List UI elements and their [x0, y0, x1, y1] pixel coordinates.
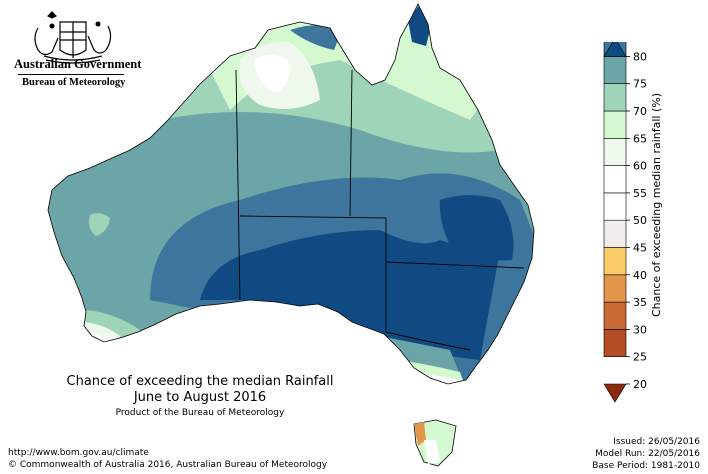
- issued-date: Issued: 26/05/2016: [613, 437, 700, 447]
- legend-bin: [603, 83, 627, 112]
- agency-name: Australian Government: [14, 57, 142, 71]
- legend-bin: [603, 165, 627, 194]
- footer-right: Issued: 26/05/2016 Model Run: 22/05/2016…: [592, 436, 700, 472]
- state-borders: [235, 69, 525, 351]
- map-title: Chance of exceeding the median Rainfall: [66, 374, 334, 389]
- legend-bin: [603, 192, 627, 221]
- map-title-block: Chance of exceeding the median Rainfall …: [40, 374, 360, 420]
- legend-bin: [603, 247, 627, 276]
- legend-tick-label: 30: [633, 323, 647, 336]
- legend-tick-label: 25: [633, 351, 647, 364]
- legend-tick-label: 35: [633, 296, 647, 309]
- legend-bin: [603, 383, 627, 403]
- legend-tick-label: 60: [633, 160, 647, 173]
- agency-divider: [18, 74, 124, 75]
- legend-title: Chance of exceeding median rainfall (%): [650, 92, 663, 317]
- legend-bin: [603, 329, 627, 358]
- legend-bin: [603, 137, 627, 166]
- map-period: June to August 2016: [133, 390, 267, 405]
- tasmania: [413, 419, 457, 467]
- legend-tick-label: 40: [633, 269, 647, 282]
- copyright-text: © Commonwealth of Australia 2016, Austra…: [8, 460, 328, 470]
- footer-left: http://www.bom.gov.au/climate © Commonwe…: [8, 447, 327, 471]
- australia-rainfall-map: [47, 3, 535, 467]
- legend-bin: [603, 42, 627, 57]
- base-period: Base Period: 1981-2010: [592, 461, 700, 471]
- legend-tick-label: 80: [633, 50, 647, 63]
- legend-tick-label: 55: [633, 187, 647, 200]
- coat-of-arms-icon: [34, 11, 112, 64]
- legend-tick-label: 65: [633, 132, 647, 145]
- website-link[interactable]: http://www.bom.gov.au/climate: [8, 448, 149, 458]
- map-credit: Product of the Bureau of Meteorology: [115, 408, 285, 418]
- legend-tick-label: 20: [633, 378, 647, 391]
- model-run-date: Model Run: 22/05/2016: [595, 449, 700, 459]
- legend-bin: [603, 110, 627, 139]
- legend-tick-label: 50: [633, 214, 647, 227]
- legend-tick-label: 45: [633, 242, 647, 255]
- legend-bin: [603, 56, 627, 85]
- legend-tick-label: 75: [633, 78, 647, 91]
- legend-tick-label: 70: [633, 105, 647, 118]
- australia-outline: [47, 3, 535, 385]
- legend-bin: [603, 219, 627, 248]
- bureau-name: Bureau of Meteorology: [22, 77, 126, 88]
- legend-bin: [603, 274, 627, 303]
- legend-bin: [603, 301, 627, 330]
- probability-legend: 20 25 30 35 40 45 50 55 60 65 70 75 80: [603, 42, 647, 403]
